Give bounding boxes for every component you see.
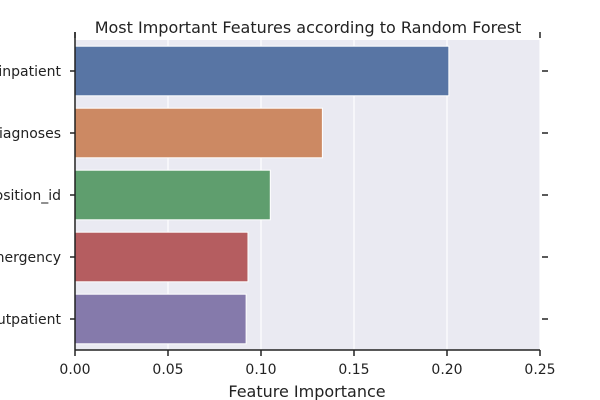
chart-title: Most Important Features according to Ran… — [95, 18, 522, 37]
bar-1 — [74, 107, 323, 159]
bar-4 — [74, 293, 247, 345]
axes — [74, 32, 541, 351]
ticks: _inpatient iagnoses position_id mergency out… — [0, 64, 556, 378]
y-tick-label-2: position_id — [0, 188, 61, 204]
bar-3 — [74, 231, 249, 283]
bar-2 — [74, 169, 271, 221]
x-tick-label-3: 0.15 — [338, 362, 369, 378]
x-tick-label-2: 0.10 — [245, 362, 276, 378]
x-axis-label: Feature Importance — [228, 382, 385, 400]
x-tick-label-4: 0.20 — [431, 362, 462, 378]
bars — [74, 45, 450, 345]
bar-0 — [74, 45, 450, 97]
y-tick-label-0: _inpatient — [0, 64, 62, 80]
y-tick-label-1: iagnoses — [0, 126, 61, 142]
y-tick-label-4: outpatient — [0, 312, 62, 328]
x-tick-label-1: 0.05 — [152, 362, 183, 378]
x-tick-label-5: 0.25 — [524, 362, 555, 378]
x-tick-label-0: 0.00 — [59, 362, 90, 378]
y-tick-label-3: mergency — [0, 250, 61, 266]
